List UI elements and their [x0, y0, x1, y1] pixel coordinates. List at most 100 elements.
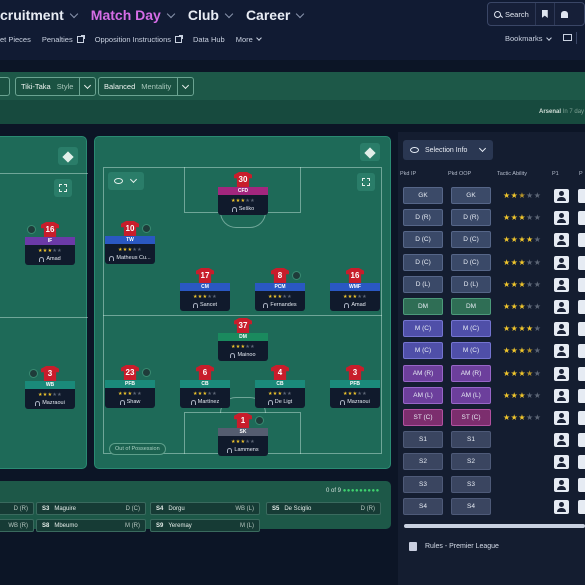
player-select-icon[interactable]	[554, 189, 569, 203]
pkd-ip-cell[interactable]: D (C)	[403, 231, 443, 249]
player-select-icon[interactable]	[578, 277, 585, 292]
table-row[interactable]: M (C) M (C) ★★★★★	[398, 318, 585, 340]
pkd-ip-cell[interactable]: GK	[403, 187, 443, 204]
bookmark-button[interactable]	[536, 3, 555, 25]
player-select-icon[interactable]	[554, 255, 569, 270]
player-select-icon[interactable]	[578, 211, 585, 226]
pkd-oop-cell[interactable]: D (L)	[451, 275, 491, 293]
table-row[interactable]: D (C) D (C) ★★★★★	[398, 229, 585, 251]
player-card-tw[interactable]: 10 TW ★★★★★ Matheus Cu...	[105, 221, 155, 265]
table-row[interactable]: DM DM ★★★★★	[398, 296, 585, 318]
player-card-cm[interactable]: 17 CM ★★★★★ Sancet	[180, 268, 230, 312]
player-select-icon[interactable]	[578, 388, 585, 403]
player-select-icon[interactable]	[554, 233, 569, 248]
sub-row[interactable]: S9 Yeremay M (L)	[150, 519, 260, 532]
player-select-icon[interactable]	[554, 499, 569, 514]
pkd-ip-cell[interactable]: S1	[403, 431, 443, 449]
player-card-partial-if[interactable]: 16 IF ★★★★★ Amad	[25, 222, 75, 266]
player-card-cb-r[interactable]: 4 CB ★★★★★ De Ligt	[255, 365, 305, 409]
pkd-oop-cell[interactable]: DM	[451, 298, 491, 315]
player-card-dm[interactable]: 37 DM ★★★★★ Mainoo	[218, 318, 268, 362]
player-select-icon[interactable]	[554, 344, 569, 359]
notifications-button[interactable]	[555, 3, 574, 25]
pkd-oop-cell[interactable]: D (C)	[451, 253, 491, 271]
player-select-icon[interactable]	[578, 255, 585, 270]
pkd-oop-cell[interactable]: AM (L)	[451, 386, 491, 404]
formation-button[interactable]	[58, 147, 78, 165]
player-select-icon[interactable]	[578, 433, 585, 448]
player-card-wmf[interactable]: 16 WMF ★★★★★ Amad	[330, 268, 380, 312]
player-select-icon[interactable]	[578, 233, 585, 248]
subnav-penalties[interactable]: Penalties	[42, 34, 85, 44]
player-card-sk[interactable]: 1 SK ★★★★★ Lammens	[218, 413, 268, 457]
player-select-icon[interactable]	[578, 477, 585, 492]
pkd-ip-cell[interactable]: DM	[403, 298, 443, 315]
pkd-ip-cell[interactable]: AM (R)	[403, 364, 443, 382]
player-card-pfb-l[interactable]: 23 PFB ★★★★★ Shaw	[105, 365, 155, 409]
pkd-oop-cell[interactable]: S1	[451, 431, 491, 449]
player-select-icon[interactable]	[578, 411, 585, 425]
player-select-icon[interactable]	[554, 388, 569, 403]
nav-match-day[interactable]: Match Day	[91, 7, 176, 23]
player-select-icon[interactable]	[554, 411, 569, 425]
sub-row[interactable]: WB (R)	[0, 519, 34, 532]
table-row[interactable]: S2 S2	[398, 451, 585, 473]
table-row[interactable]: AM (L) AM (L) ★★★★★	[398, 385, 585, 407]
table-row[interactable]: S3 S3	[398, 474, 585, 496]
selection-info-dropdown[interactable]: Selection Info	[403, 140, 493, 160]
sub-row[interactable]: S4 Dorgu WB (L)	[150, 502, 260, 515]
nav-career[interactable]: Career	[246, 7, 305, 23]
tactic-pill-partial[interactable]	[0, 77, 10, 96]
mentality-dropdown[interactable]: Balanced Mentality	[98, 77, 195, 96]
pkd-ip-cell[interactable]: D (R)	[403, 209, 443, 227]
pkd-oop-cell[interactable]: S2	[451, 453, 491, 471]
player-select-icon[interactable]	[578, 366, 585, 381]
player-card-partial-wb[interactable]: 3 WB ★★★★★ Mazraoui	[25, 366, 75, 410]
player-select-icon[interactable]	[554, 433, 569, 448]
player-card-cfd[interactable]: 30 CFD ★★★★★ Šeško	[218, 172, 268, 216]
pkd-ip-cell[interactable]: M (C)	[403, 342, 443, 360]
player-select-icon[interactable]	[554, 300, 569, 314]
nav-recruitment[interactable]: cruitment	[0, 7, 79, 23]
style-dropdown[interactable]: Tiki-Taka Style	[15, 77, 97, 96]
monitor-icon[interactable]	[563, 34, 572, 41]
sub-row[interactable]: S8 Mbeumo M (R)	[36, 519, 146, 532]
sub-row[interactable]: S3 Maguire D (C)	[36, 502, 146, 515]
player-select-icon[interactable]	[578, 344, 585, 359]
pkd-ip-cell[interactable]: S3	[403, 475, 443, 493]
player-select-icon[interactable]	[578, 455, 585, 470]
player-select-icon[interactable]	[554, 322, 569, 337]
table-row[interactable]: D (R) D (R) ★★★★★	[398, 207, 585, 229]
player-select-icon[interactable]	[578, 499, 585, 514]
table-row[interactable]: S1 S1	[398, 429, 585, 451]
expand-button[interactable]	[54, 179, 72, 197]
expand-button[interactable]	[357, 173, 375, 191]
pkd-ip-cell[interactable]: ST (C)	[403, 409, 443, 426]
pkd-ip-cell[interactable]: D (L)	[403, 275, 443, 293]
player-select-icon[interactable]	[578, 322, 585, 337]
sub-row[interactable]: S5 De Sciglio D (R)	[266, 502, 381, 515]
player-select-icon[interactable]	[554, 455, 569, 470]
pkd-ip-cell[interactable]: D (C)	[403, 253, 443, 271]
player-select-icon[interactable]	[554, 211, 569, 226]
pkd-ip-cell[interactable]: S4	[403, 497, 443, 515]
table-row[interactable]: D (L) D (L) ★★★★★	[398, 274, 585, 296]
pkd-oop-cell[interactable]: AM (R)	[451, 364, 491, 382]
formation-button[interactable]	[360, 143, 380, 161]
player-select-icon[interactable]	[554, 477, 569, 492]
player-select-icon[interactable]	[578, 300, 585, 314]
pkd-oop-cell[interactable]: ST (C)	[451, 409, 491, 426]
search-button[interactable]: Search	[488, 3, 536, 25]
player-card-pfb-r[interactable]: 3 PFB ★★★★★ Mazraoui	[330, 365, 380, 409]
pkd-oop-cell[interactable]: M (C)	[451, 342, 491, 360]
player-select-icon[interactable]	[554, 366, 569, 381]
table-row[interactable]: M (C) M (C) ★★★★★	[398, 340, 585, 362]
pkd-oop-cell[interactable]: GK	[451, 187, 491, 204]
subnav-more[interactable]: More	[236, 35, 262, 44]
pkd-ip-cell[interactable]: M (C)	[403, 320, 443, 338]
player-select-icon[interactable]	[578, 189, 585, 203]
table-row[interactable]: GK GK ★★★★★	[398, 185, 585, 207]
pkd-ip-cell[interactable]: AM (L)	[403, 386, 443, 404]
rules-link[interactable]: Rules - Premier League	[409, 542, 499, 551]
subnav-data-hub[interactable]: Data Hub	[193, 35, 225, 44]
